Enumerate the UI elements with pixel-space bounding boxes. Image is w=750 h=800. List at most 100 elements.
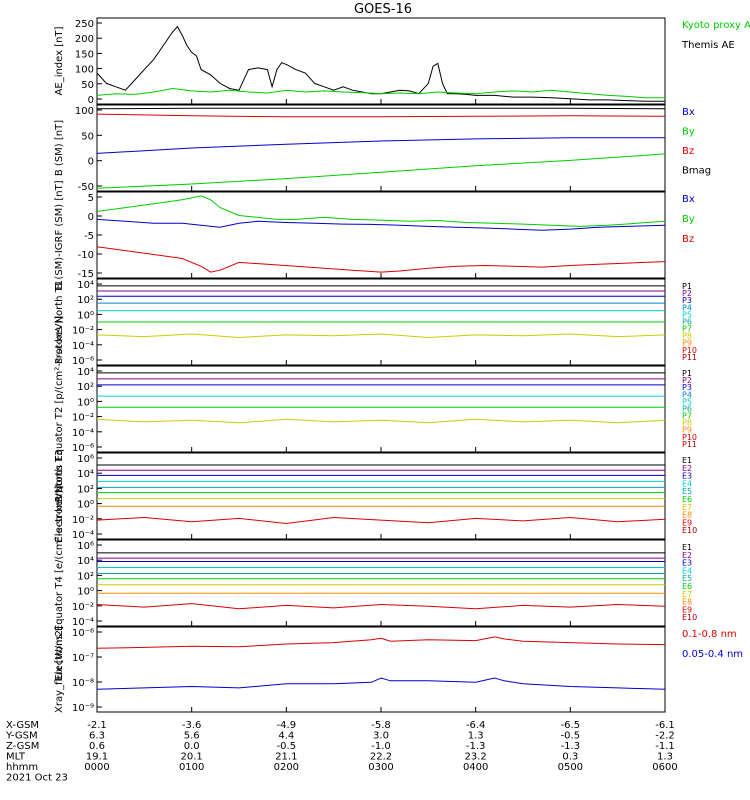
legend-entry: E6 [682, 582, 692, 591]
legend-entry: E2 [682, 551, 692, 560]
legend-entry: E4 [682, 479, 692, 488]
legend-entry: E10 [682, 613, 697, 622]
footer-row-label: Y-GSM [5, 731, 38, 742]
legend-entry: P4 [682, 390, 692, 399]
footer-value: -1.3 [466, 741, 486, 752]
y-axis-label: AE_index [nT] [54, 26, 65, 95]
footer-value: -2.1 [87, 720, 107, 731]
y-tick-label: 0 [88, 212, 94, 223]
footer-value: 0.6 [89, 741, 105, 752]
footer-value: 0300 [368, 762, 393, 773]
y-tick-label: 0 [88, 157, 94, 168]
legend-entry: E1 [682, 543, 692, 552]
footer-value: 0100 [179, 762, 204, 773]
y-axis-label: Electrons North T3 [54, 449, 65, 542]
y-tick-label: 10² [77, 571, 94, 582]
y-tick-label: 10⁻⁴ [72, 341, 94, 352]
legend-entry: P11 [682, 440, 697, 449]
footer-value: 0200 [274, 762, 299, 773]
y-tick-label: 150 [75, 49, 94, 60]
series-bmag [96, 107, 666, 110]
footer-value: 0500 [558, 762, 583, 773]
legend-entry: P5 [682, 397, 692, 406]
y-tick-label: 5 [88, 193, 94, 204]
y-tick-label: 10⁻⁶ [72, 628, 94, 639]
legend-entry: Bx [682, 194, 695, 205]
panel-7: 10⁶ 10⁴ 10² 10⁰ 10⁻² 10⁻⁴ Electrons Equator T4… [54, 485, 697, 680]
legend-entry: E7 [682, 590, 692, 599]
legend-entry: P3 [682, 383, 692, 392]
legend-entry: E3 [682, 472, 692, 481]
footer-value: -6.4 [466, 720, 486, 731]
y-tick-label: 10⁻² [72, 413, 94, 424]
y-axis-label: Xray_flux [W/m2] [54, 626, 65, 713]
footer-value: 23.2 [465, 752, 487, 763]
y-tick-label: 10⁴ [77, 280, 94, 291]
footer-row-label: MLT [6, 752, 26, 763]
y-tick-label: 10² [77, 382, 94, 393]
legend-entry: E7 [682, 503, 692, 512]
footer-value: 0400 [463, 762, 488, 773]
footer-value: 6.3 [89, 731, 105, 742]
y-tick-label: 250 [75, 19, 94, 30]
panel-5: 10⁴ 10² 10⁰ 10⁻² 10⁻⁴ 10⁻⁶ Protons Equator T2 … [54, 316, 697, 503]
y-tick-label: 10⁻⁶ [72, 356, 94, 367]
panel-frame [96, 104, 666, 192]
footer-value: -1.1 [655, 741, 675, 752]
legend-entry: P6 [682, 404, 692, 413]
legend-entry: E5 [682, 574, 692, 583]
legend-entry: P7 [682, 412, 692, 421]
legend-entry: By [682, 214, 695, 225]
series-bx [96, 137, 665, 154]
y-tick-label: 50 [81, 131, 94, 142]
legend-entry: E9 [682, 605, 692, 614]
legend-entry: E5 [682, 487, 692, 496]
y-tick-label: 10⁰ [77, 397, 94, 408]
y-tick-label: 10⁻² [72, 515, 94, 526]
y-tick-label: 10⁻⁴ [72, 428, 94, 439]
y-tick-label: 10⁻⁶ [72, 443, 94, 454]
legend-entry: E6 [682, 495, 692, 504]
legend-entry: By [682, 127, 695, 138]
footer-value: -3.6 [182, 720, 202, 731]
series-bz [96, 113, 666, 118]
footer-value: 0600 [652, 762, 677, 773]
y-tick-label: 10⁰ [77, 587, 94, 598]
legend-entry: P2 [682, 289, 692, 298]
y-tick-label: 100 [75, 106, 94, 117]
y-axis-label: B (SM) [nT] [54, 120, 65, 176]
y-tick-label: 10² [77, 484, 94, 495]
footer-value: 1.3 [657, 752, 673, 763]
legend-entry: P6 [682, 317, 692, 326]
series-bx [96, 218, 666, 231]
panel-frame [96, 626, 666, 713]
footer-value: -1.0 [371, 741, 391, 752]
footer-value: -4.9 [277, 720, 297, 731]
footer-row-label: hhmm [6, 762, 38, 773]
y-tick-label: 10⁻⁸ [72, 678, 94, 689]
footer-value: 0000 [84, 762, 109, 773]
footer-value: 3.0 [373, 731, 389, 742]
y-axis-label: Protons Equator T2 [p/(cm²-s-sr-keV)] [54, 316, 65, 503]
y-tick-label: 10⁴ [77, 469, 94, 480]
legend-entry: 0.05-0.4 nm [682, 649, 743, 660]
legend-entry: E10 [682, 526, 697, 535]
y-tick-label: 10⁻² [72, 602, 94, 613]
panel-6: 10⁶ 10⁴ 10² 10⁰ 10⁻² 10⁻⁴ Electrons North T3 E1… [54, 449, 697, 542]
y-tick-label: -5 [84, 231, 94, 242]
y-tick-label: -50 [78, 182, 94, 193]
footer-value: 19.1 [86, 752, 108, 763]
footer-value: -2.2 [655, 731, 675, 742]
y-tick-label: 10⁴ [77, 367, 94, 378]
y-tick-label: 10⁻⁴ [72, 617, 94, 628]
panel-frame [96, 452, 666, 540]
y-tick-label: 10⁻⁷ [72, 653, 94, 664]
panel-frame [96, 17, 666, 105]
y-tick-label: 10⁶ [77, 454, 94, 465]
panel-1: 250 200 150 100 50 0 AE_index [nT] Kyoto proxy … [54, 17, 750, 106]
legend-entry: Themis AE [681, 40, 735, 51]
panel-8: 10⁻⁶ 10⁻⁷ 10⁻⁸ 10⁻⁹ Xray_flux [W/m2] 0.1-0.8 … [54, 626, 743, 714]
footer-value: 21.1 [275, 752, 297, 763]
